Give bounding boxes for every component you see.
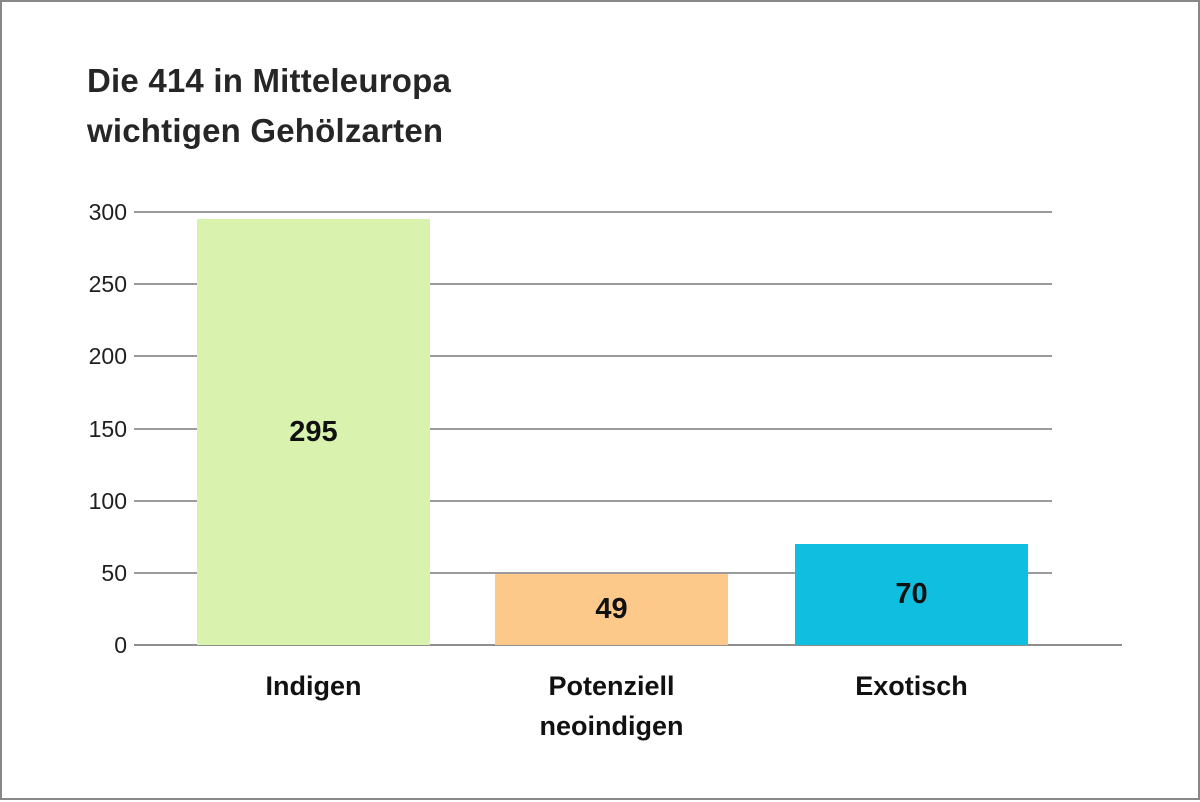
bar-indigen: 295 [197, 219, 430, 645]
bar-value-exotisch: 70 [895, 577, 928, 610]
bar-potenziell-neoindigen: 49 [495, 574, 728, 645]
gridline-100 [134, 499, 1052, 502]
category-label-indigen: Indigen [265, 671, 362, 701]
category-label-potenziell-neoindigen: Potenziell neoindigen [539, 671, 684, 741]
x-axis-line [134, 644, 1122, 646]
y-tick-label-150: 150 [88, 415, 127, 442]
chart-title-line-2: wichtigen Gehölzarten [87, 112, 444, 149]
y-tick-label-250: 250 [88, 271, 127, 298]
bar-value-indigen: 295 [289, 415, 338, 448]
y-tick-label-0: 0 [114, 632, 127, 658]
y-tick-label-300: 300 [88, 199, 127, 225]
y-tick-label-50: 50 [101, 559, 127, 586]
gridline-250 [134, 283, 1052, 286]
y-tick-label-200: 200 [88, 343, 127, 370]
y-tick-label-100: 100 [88, 487, 127, 514]
gridline-150 [134, 427, 1052, 430]
chart-title: Die 414 in Mitteleuropa wichtigen Gehölz… [87, 56, 451, 156]
bar-exotisch: 70 [795, 543, 1028, 645]
bar-value-potenziell-neoindigen: 49 [595, 593, 628, 626]
gridline-200 [134, 355, 1052, 358]
gridline-50 [134, 571, 1052, 574]
chart-title-line-1: Die 414 in Mitteleuropa [87, 62, 452, 99]
gridline-300 [134, 211, 1052, 213]
category-label-exotisch: Exotisch [855, 671, 968, 701]
